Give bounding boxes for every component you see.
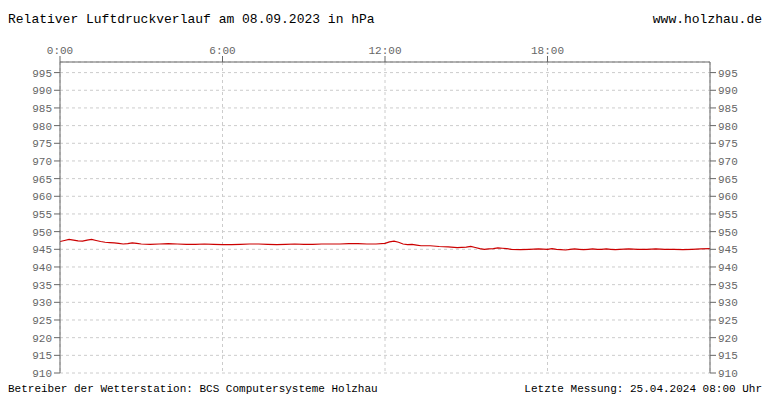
html-text:Letzte Messung: 25.04.2024 08:: Letzte Messung: 25.04.2024 08:00 Uhr: [524, 383, 762, 395]
svg-text:985: 985: [32, 103, 52, 115]
html-text:Relativer Luftdruckverlauf am: Relativer Luftdruckverlauf am 08.09.2023…: [8, 11, 375, 27]
svg-text:985: 985: [718, 103, 738, 115]
svg-text:910: 910: [718, 368, 738, 379]
svg-text:960: 960: [32, 191, 52, 203]
svg-text:925: 925: [718, 315, 738, 327]
svg-text:920: 920: [718, 333, 738, 345]
svg-text:995: 995: [718, 68, 738, 80]
svg-text:950: 950: [718, 227, 738, 239]
svg-text:945: 945: [718, 244, 738, 256]
svg-text:12:00: 12:00: [368, 45, 401, 57]
svg-text:935: 935: [718, 280, 738, 292]
svg-text:970: 970: [718, 156, 738, 168]
html-text:www.holzhau.de: www.holzhau.de: [652, 11, 762, 27]
svg-text:965: 965: [718, 174, 738, 186]
svg-text:925: 925: [32, 315, 52, 327]
svg-text:935: 935: [32, 280, 52, 292]
svg-text:940: 940: [32, 262, 52, 274]
svg-text:965: 965: [32, 174, 52, 186]
svg-text:915: 915: [718, 350, 738, 362]
svg-text:980: 980: [32, 121, 52, 133]
svg-text:980: 980: [718, 121, 738, 133]
svg-text:955: 955: [718, 209, 738, 221]
html-text:Betreiber der Wetterstation: B: Betreiber der Wetterstation: BCS Compute…: [8, 383, 378, 395]
svg-text:930: 930: [718, 297, 738, 309]
svg-text:915: 915: [32, 350, 52, 362]
svg-text:990: 990: [718, 85, 738, 97]
svg-text:950: 950: [32, 227, 52, 239]
svg-text:975: 975: [32, 138, 52, 150]
svg-text:910: 910: [32, 368, 52, 379]
svg-text:945: 945: [32, 244, 52, 256]
svg-text:6:00: 6:00: [209, 45, 235, 57]
svg-text:975: 975: [718, 138, 738, 150]
svg-text:930: 930: [32, 297, 52, 309]
svg-text:940: 940: [718, 262, 738, 274]
svg-text:955: 955: [32, 209, 52, 221]
svg-text:18:00: 18:00: [531, 45, 564, 57]
svg-text:995: 995: [32, 68, 52, 80]
svg-text:960: 960: [718, 191, 738, 203]
svg-text:920: 920: [32, 333, 52, 345]
svg-text:990: 990: [32, 85, 52, 97]
svg-text:0:00: 0:00: [47, 45, 73, 57]
svg-text:970: 970: [32, 156, 52, 168]
